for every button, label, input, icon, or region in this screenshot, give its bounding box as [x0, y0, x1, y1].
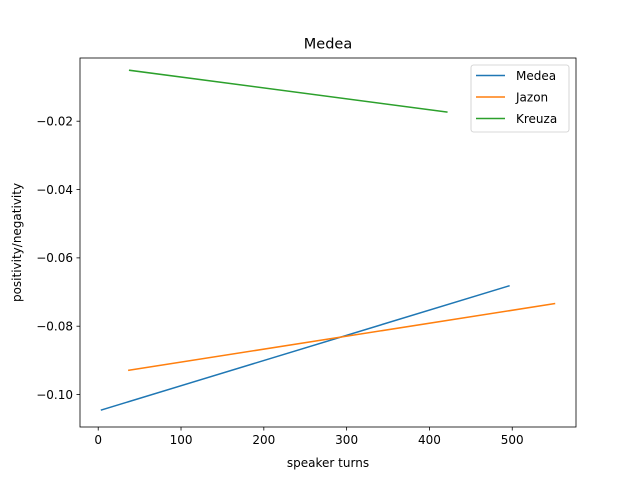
- y-tick-label: −0.02: [36, 115, 73, 129]
- x-tick-label: 500: [501, 433, 524, 447]
- chart-title: Medea: [304, 37, 352, 53]
- series-line-jazon: [127, 302, 556, 372]
- legend-label-kreuza: Kreuza: [516, 112, 557, 126]
- x-tick-label: 300: [335, 433, 358, 447]
- plot-frame: [79, 57, 577, 428]
- x-tick-label: 100: [170, 433, 193, 447]
- x-tick-label: 200: [252, 433, 275, 447]
- y-tick-label: −0.08: [36, 320, 73, 334]
- y-tick-label: −0.04: [36, 183, 73, 197]
- y-tick-label: −0.10: [36, 388, 73, 402]
- x-tick-label: 0: [94, 433, 102, 447]
- x-tick-label: 400: [418, 433, 441, 447]
- x-axis-label: speaker turns: [287, 456, 369, 470]
- series-line-medea: [100, 284, 510, 411]
- y-tick-label: −0.06: [36, 251, 73, 265]
- series-line-kreuza: [128, 69, 448, 113]
- legend: [470, 64, 570, 133]
- y-axis-label: positivity/negativity: [10, 183, 24, 302]
- legend-label-medea: Medea: [516, 69, 556, 83]
- legend-label-jazon: Jazon: [515, 90, 548, 104]
